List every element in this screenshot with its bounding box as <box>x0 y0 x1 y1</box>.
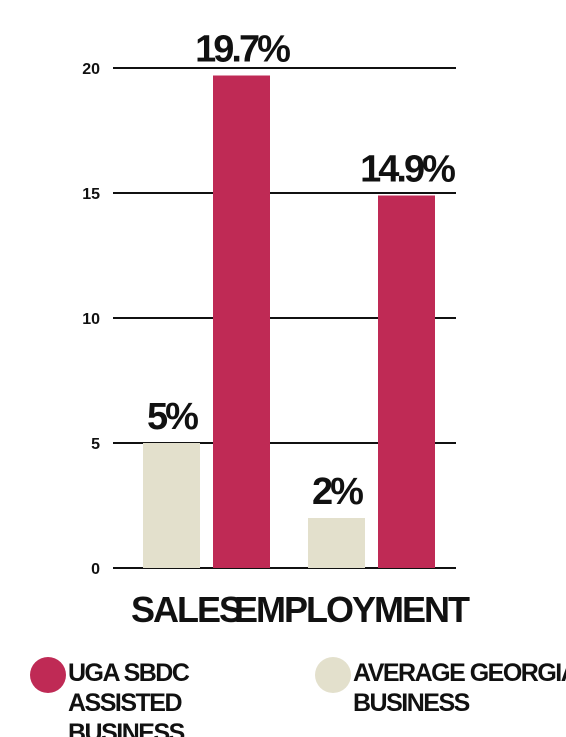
legend-label: AVERAGE GEORGIA BUSINESS <box>353 659 566 717</box>
bar <box>308 518 365 568</box>
y-tick-label: 0 <box>91 561 100 578</box>
value-label: 19.7% <box>195 29 290 71</box>
value-label: 14.9% <box>360 149 455 191</box>
x-tick-label: SALES <box>131 589 242 630</box>
bar <box>378 195 435 568</box>
bar <box>213 75 270 568</box>
value-label: 5% <box>147 396 198 438</box>
legend-label: UGA SBDC ASSISTED BUSINESS <box>68 659 190 737</box>
bar <box>143 443 200 568</box>
legend-swatch <box>30 657 66 693</box>
y-tick-label: 15 <box>82 186 100 203</box>
value-label: 2% <box>312 471 363 513</box>
y-tick-label: 5 <box>91 436 100 453</box>
y-tick-label: 10 <box>82 311 100 328</box>
x-tick-label: EMPLOYMENT <box>234 589 470 630</box>
legend-swatch <box>315 657 351 693</box>
y-tick-label: 20 <box>82 61 100 78</box>
